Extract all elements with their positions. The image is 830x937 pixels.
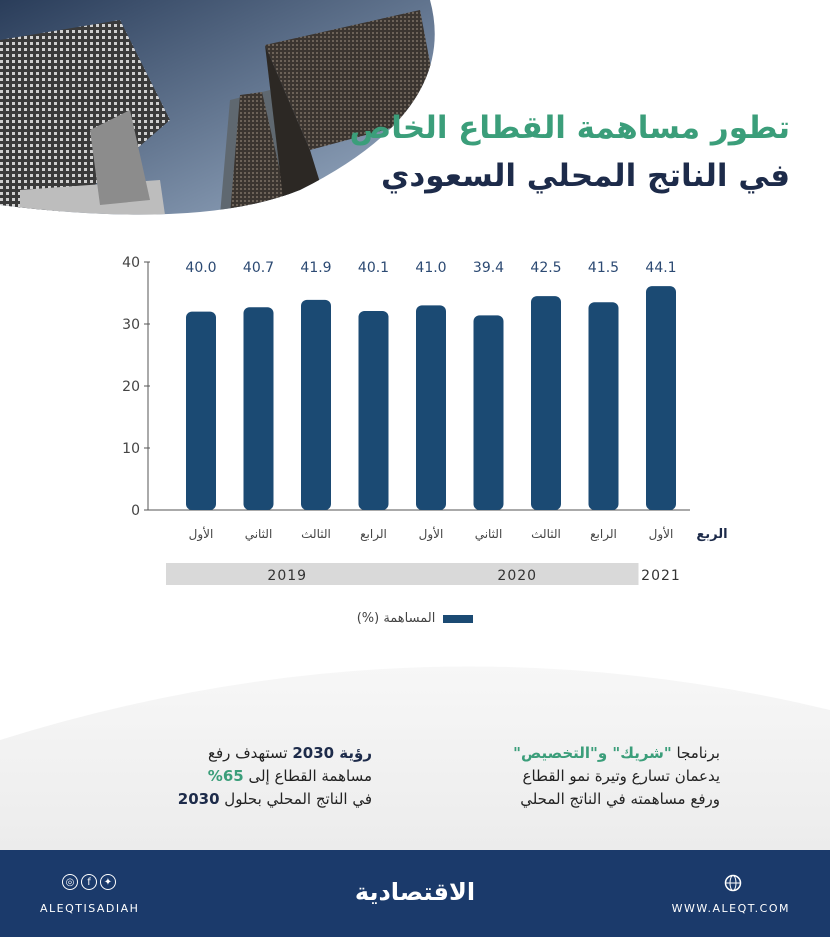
year-label: 2019 bbox=[267, 568, 307, 584]
bar bbox=[186, 311, 216, 510]
bar bbox=[358, 310, 389, 510]
bar-value-label: 40.7 bbox=[243, 260, 274, 276]
bar-value-label: 44.1 bbox=[645, 260, 676, 276]
x-tick-label: الرابع bbox=[360, 527, 387, 542]
bar bbox=[473, 315, 504, 510]
bar bbox=[243, 307, 274, 510]
website-link[interactable]: WWW.ALEQT.COM bbox=[671, 902, 790, 915]
x-tick-label: الثالث bbox=[301, 527, 331, 541]
bar-value-label: 40.1 bbox=[358, 260, 389, 276]
year-band bbox=[166, 563, 409, 585]
legend-swatch bbox=[443, 614, 474, 623]
y-tick-label: 30 bbox=[122, 317, 140, 333]
bar-chart: 0 10 20 30 40 40.0 40.7 41.9 40.1 41.0 39.4 42.5 41… bbox=[122, 255, 728, 585]
brand-logo: الاقتصادية bbox=[354, 878, 476, 906]
note-left-bold3: 2030 bbox=[177, 790, 220, 808]
social-icons: ◎ f ✦ bbox=[62, 874, 119, 892]
footer: WWW.ALEQT.COM الاقتصادية ◎ f ✦ ALEQTISADIA… bbox=[0, 850, 830, 937]
year-label: 2021 bbox=[641, 568, 681, 584]
x-tick-label: الأول bbox=[189, 526, 214, 542]
x-tick-label: الأول bbox=[419, 526, 444, 542]
note-vision: رؤية 2030 تستهدف رفع مساهمة القطاع إلى 6… bbox=[178, 742, 372, 811]
note-left-highlight: 65% bbox=[207, 767, 244, 785]
bar bbox=[301, 299, 331, 510]
legend: المساهمة (%) bbox=[0, 611, 830, 626]
globe-icon[interactable] bbox=[724, 874, 742, 892]
note-left-line3a: في الناتج المحلي بحلول bbox=[219, 790, 372, 808]
bar-value-label: 42.5 bbox=[530, 260, 561, 276]
y-tick-label: 40 bbox=[122, 255, 140, 271]
bar-value-label: 41.0 bbox=[415, 260, 446, 276]
bar bbox=[531, 296, 561, 510]
y-tick-label: 0 bbox=[131, 503, 140, 519]
bar-value-label: 41.9 bbox=[300, 260, 331, 276]
bar-value-label: 39.4 bbox=[473, 260, 504, 276]
note-left-line2a: مساهمة القطاع إلى bbox=[243, 767, 372, 785]
bar-value-label: 40.0 bbox=[185, 260, 216, 276]
x-tick-label: الأول bbox=[649, 526, 674, 542]
x-axis-title: الربع bbox=[696, 527, 727, 542]
x-tick-label: الثاني bbox=[245, 527, 273, 541]
y-tick-label: 10 bbox=[122, 441, 140, 457]
note-left-rest1: تستهدف رفع bbox=[207, 744, 293, 762]
year-band bbox=[396, 563, 639, 585]
bottom-background bbox=[0, 666, 830, 850]
note-right-line3: ورفع مساهمته في الناتج المحلي bbox=[520, 790, 720, 808]
quarter-labels: الأول الثاني الثالث الرابع الأول الثاني الثالث… bbox=[189, 526, 674, 542]
y-tick-label: 20 bbox=[122, 379, 140, 395]
bar bbox=[588, 302, 619, 510]
bar bbox=[416, 305, 446, 510]
instagram-icon[interactable]: ◎ bbox=[62, 874, 78, 890]
chart-title-line2: في الناتج المحلي السعودي bbox=[380, 158, 790, 194]
bar-value-label: 41.5 bbox=[588, 260, 619, 276]
note-right-line2: يدعمان تسارع وتيرة نمو القطاع bbox=[522, 767, 720, 785]
x-tick-label: الثاني bbox=[475, 527, 503, 541]
year-label: 2020 bbox=[497, 568, 537, 584]
legend-label: المساهمة (%) bbox=[356, 611, 436, 626]
facebook-icon[interactable]: f bbox=[81, 874, 97, 890]
bar bbox=[646, 286, 676, 510]
note-right-highlight: "شريك" و"التخصيص" bbox=[513, 744, 672, 762]
twitter-icon[interactable]: ✦ bbox=[100, 874, 116, 890]
year-bands: 2019 2020 2021 bbox=[166, 563, 681, 585]
header-photo bbox=[0, 0, 435, 215]
bars bbox=[186, 286, 676, 510]
chart-title-line1: تطور مساهمة القطاع الخاص bbox=[349, 110, 791, 146]
note-programs: برنامجا "شريك" و"التخصيص" يدعمان تسارع و… bbox=[513, 742, 720, 811]
x-tick-label: الرابع bbox=[590, 527, 617, 542]
x-tick-label: الثالث bbox=[531, 527, 561, 541]
social-handle[interactable]: ALEQTISADIAH bbox=[40, 902, 140, 915]
note-left-bold1: رؤية 2030 bbox=[292, 744, 372, 762]
note-right-pre: برنامجا bbox=[671, 744, 721, 762]
value-labels: 40.0 40.7 41.9 40.1 41.0 39.4 42.5 41.5 44.1 bbox=[185, 260, 676, 276]
